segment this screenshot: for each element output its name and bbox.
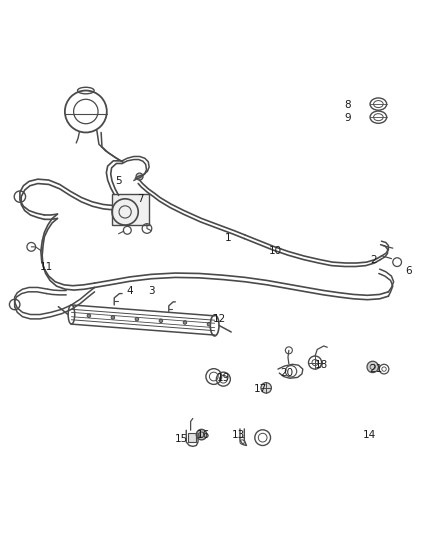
Text: 13: 13 [232, 430, 245, 440]
Text: 6: 6 [406, 266, 412, 276]
Text: 4: 4 [126, 286, 133, 295]
Circle shape [136, 173, 143, 180]
Text: 11: 11 [40, 262, 53, 271]
Text: 8: 8 [345, 100, 351, 110]
Circle shape [207, 322, 211, 326]
Circle shape [261, 383, 272, 393]
Text: 17: 17 [254, 384, 267, 394]
Circle shape [196, 430, 207, 440]
Text: 14: 14 [363, 430, 376, 440]
Text: 21: 21 [370, 364, 383, 374]
Text: 12: 12 [212, 314, 226, 324]
Bar [112, 195, 149, 225]
Text: 15: 15 [175, 434, 188, 444]
Bar [187, 433, 196, 442]
Text: 9: 9 [345, 113, 351, 123]
Circle shape [87, 314, 91, 318]
Text: 2: 2 [371, 255, 377, 265]
Circle shape [111, 316, 115, 319]
Text: 7: 7 [137, 194, 144, 204]
Text: 5: 5 [115, 176, 122, 187]
Circle shape [135, 317, 139, 321]
Text: 19: 19 [217, 373, 230, 383]
Text: 1: 1 [224, 233, 231, 243]
Circle shape [159, 319, 162, 322]
Circle shape [367, 361, 378, 373]
Text: 18: 18 [315, 360, 328, 370]
Text: 10: 10 [269, 246, 283, 256]
Text: 20: 20 [280, 368, 293, 378]
Text: 3: 3 [148, 286, 155, 295]
Circle shape [183, 321, 187, 324]
Text: 16: 16 [197, 430, 210, 440]
